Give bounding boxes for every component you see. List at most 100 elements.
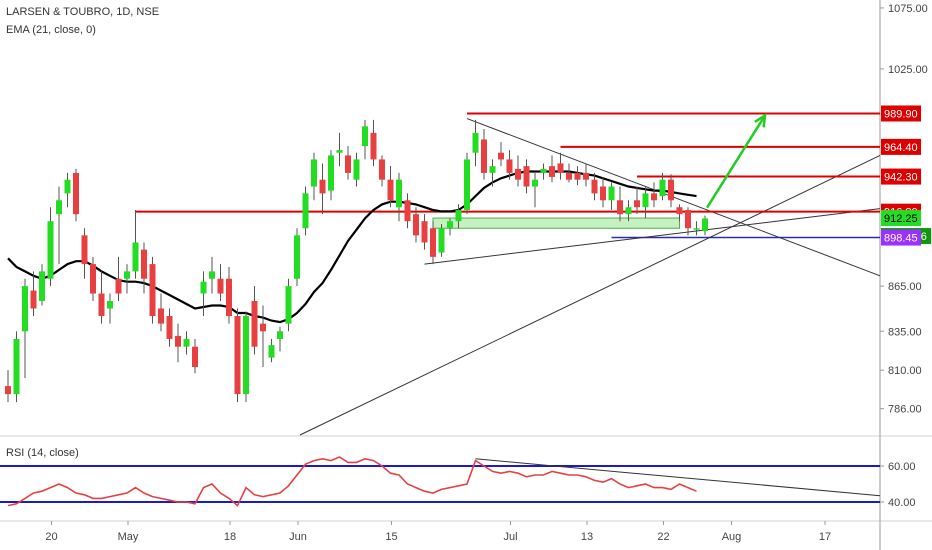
candle-body (243, 316, 249, 395)
candle (668, 174, 674, 208)
candle-body (175, 335, 181, 347)
candle (243, 311, 249, 403)
candle (336, 132, 343, 167)
candle (379, 155, 385, 187)
candle (447, 218, 453, 236)
candle-body (498, 152, 504, 160)
candle-body (481, 139, 487, 173)
time-axis-label: Jul (503, 531, 517, 543)
candle-body (591, 179, 598, 194)
candle (226, 267, 232, 324)
candle (30, 271, 37, 317)
projection-arrowhead (754, 113, 767, 128)
price-axis-label: 835.00 (888, 326, 922, 338)
candle (115, 256, 122, 301)
candle-body (387, 179, 394, 201)
candle-body (277, 331, 283, 339)
candle (396, 172, 402, 222)
candle-body (438, 228, 445, 253)
candle (13, 331, 20, 403)
candle (285, 278, 292, 332)
price-axis-label: 1075.00 (888, 3, 928, 15)
candle-body (124, 271, 130, 279)
candle (651, 182, 657, 208)
candle-body (73, 172, 79, 215)
candle-body (702, 218, 708, 232)
candle-body (353, 159, 360, 180)
candle-body (642, 193, 649, 208)
candle (353, 152, 360, 187)
candle-body (166, 316, 173, 339)
candle (302, 186, 309, 236)
candle-body (64, 179, 71, 194)
candle-body (651, 193, 657, 201)
candle (676, 204, 683, 222)
candle-body (404, 200, 411, 222)
candle (685, 207, 691, 236)
time-axis-label: Aug (722, 531, 742, 543)
candle (574, 166, 581, 186)
candle-body (132, 242, 139, 272)
candle (438, 224, 445, 257)
candle (404, 193, 411, 229)
candle (515, 155, 521, 187)
candle-body (30, 290, 37, 309)
candle (183, 331, 190, 355)
candle (64, 172, 71, 208)
price-tag (881, 105, 921, 122)
candle (260, 305, 266, 368)
price-tag-label: 964.40 (884, 142, 918, 154)
price-axis-label: 786.00 (888, 404, 922, 416)
candle-body (149, 264, 156, 317)
candle-body (226, 278, 232, 317)
candle (583, 163, 589, 187)
candle-body (464, 159, 470, 210)
candle-body (319, 179, 326, 194)
price-tag-label: 898.45 (884, 233, 918, 245)
rsi-trendline (475, 458, 881, 497)
time-axis-label: Jun (289, 531, 307, 543)
candle (217, 264, 224, 301)
symbol-legend: LARSEN & TOUBRO, 1D, NSE (6, 6, 160, 18)
candle-body (600, 186, 606, 201)
candle (73, 168, 79, 222)
candle (345, 146, 351, 180)
candle (591, 172, 598, 201)
rsi-axis-label: 60.00 (888, 461, 916, 473)
candle (294, 228, 300, 287)
candle-body (328, 155, 334, 191)
candle (464, 152, 470, 215)
candle-body (472, 132, 479, 153)
price-axis-label: 1025.00 (888, 64, 928, 76)
candle-body (489, 166, 496, 173)
price-tag (881, 168, 921, 185)
candle-body (260, 323, 266, 332)
candle (268, 338, 275, 363)
candle-body (421, 221, 428, 243)
candle (532, 172, 538, 208)
candle (90, 256, 96, 301)
candle (659, 172, 666, 201)
candle (506, 150, 513, 180)
candle (141, 242, 147, 294)
candle (413, 207, 419, 243)
candle (566, 163, 572, 183)
candle (557, 152, 564, 180)
candle (549, 155, 555, 183)
candle-body (455, 209, 462, 222)
projection-arrow (705, 114, 767, 209)
candle-body (634, 200, 640, 208)
candle (625, 200, 632, 222)
candle-body (625, 207, 632, 215)
candle (328, 150, 334, 201)
candle (107, 293, 113, 324)
price-axis-label: 865.00 (888, 281, 922, 293)
candle (387, 166, 394, 208)
candle-body (659, 179, 666, 197)
candle-body (523, 166, 530, 187)
price-tag-label: 989.90 (884, 108, 918, 120)
rising-support-trendline (424, 208, 881, 265)
candle-body (302, 193, 309, 229)
candle (251, 286, 258, 355)
